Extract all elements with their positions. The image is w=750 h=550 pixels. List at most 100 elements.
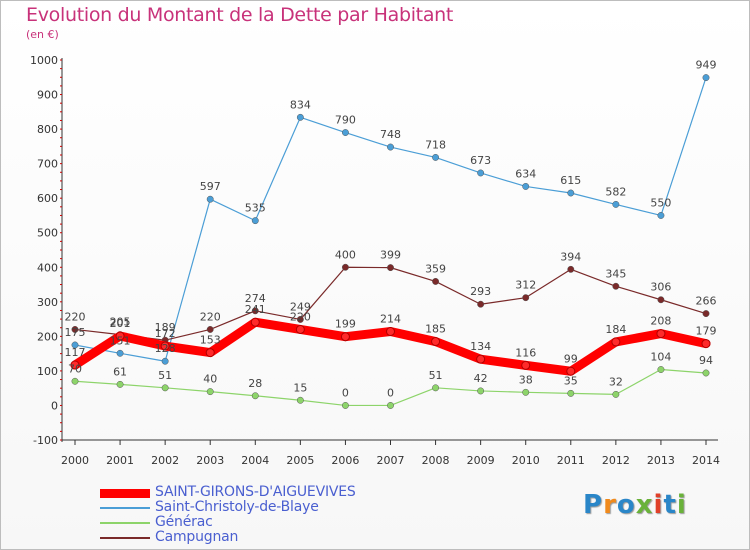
data-label: 597: [200, 180, 221, 193]
data-point: [71, 341, 79, 349]
x-tick-label: 2004: [241, 454, 269, 467]
data-point: [341, 402, 349, 409]
data-label: 179: [696, 325, 717, 338]
x-tick-label: 2002: [151, 454, 179, 467]
data-point: [477, 300, 485, 308]
data-label: 220: [290, 310, 311, 323]
data-point: [70, 360, 80, 370]
y-tick-label: 800: [37, 123, 58, 136]
data-label: 172: [155, 327, 176, 340]
data-point: [341, 129, 349, 136]
data-label: 116: [515, 346, 536, 359]
x-tick-label: 2012: [602, 454, 630, 467]
data-label: 400: [335, 248, 356, 261]
data-point: [477, 169, 485, 177]
data-label: 15: [293, 381, 307, 394]
data-label: 535: [245, 202, 266, 215]
data-label: 274: [245, 292, 266, 305]
data-point: [566, 366, 576, 376]
data-point: [567, 389, 575, 397]
data-label: 51: [158, 369, 172, 382]
x-tick-label: 2006: [331, 454, 359, 467]
legend-swatch: [100, 507, 150, 509]
x-tick-label: 2011: [557, 454, 585, 467]
data-point: [567, 189, 575, 197]
legend-label: Campugnan: [155, 529, 239, 545]
data-point: [612, 282, 620, 290]
data-point: [115, 331, 125, 341]
data-point: [657, 296, 665, 304]
data-label: 306: [650, 281, 671, 294]
y-tick-label: 900: [37, 89, 58, 102]
data-label: 175: [65, 326, 86, 339]
data-point: [161, 384, 169, 392]
data-point: [251, 392, 259, 400]
data-label: 241: [245, 303, 266, 316]
x-tick-label: 2013: [647, 454, 675, 467]
data-point: [477, 387, 485, 395]
data-label: 615: [560, 174, 581, 187]
data-label: 184: [605, 323, 626, 336]
data-label: 0: [342, 386, 349, 399]
data-label: 201: [110, 317, 131, 330]
data-label: 189: [155, 321, 176, 334]
data-point: [387, 402, 394, 409]
legend-swatch: [100, 488, 150, 498]
data-point: [71, 377, 79, 385]
data-point: [522, 182, 530, 190]
data-point: [251, 307, 259, 315]
data-label: 220: [200, 310, 221, 323]
data-label: 266: [696, 295, 717, 308]
y-tick-label: 0: [51, 399, 58, 412]
data-label: 28: [248, 377, 262, 390]
y-tick-label: -100: [33, 434, 58, 447]
data-label: 51: [429, 369, 443, 382]
data-point: [206, 388, 214, 396]
data-point: [295, 324, 305, 334]
data-point: [702, 74, 710, 82]
data-point: [296, 315, 304, 323]
data-label: 153: [200, 334, 221, 347]
data-point: [522, 388, 530, 396]
data-point: [657, 212, 665, 219]
data-point: [250, 317, 260, 327]
y-tick-label: 200: [37, 330, 58, 343]
data-point: [387, 143, 394, 151]
y-tick-label: 300: [37, 296, 58, 309]
chart-unit: (en €): [26, 28, 59, 41]
x-tick-label: 2000: [61, 454, 89, 467]
data-label: 134: [470, 340, 491, 353]
x-tick-label: 2003: [196, 454, 224, 467]
x-tick-label: 2009: [467, 454, 495, 467]
data-label: 38: [519, 373, 533, 386]
y-tick-label: 600: [37, 192, 58, 205]
data-label: 117: [65, 346, 86, 359]
data-label: 220: [65, 310, 86, 323]
data-label: 249: [290, 300, 311, 313]
data-label: 151: [110, 334, 131, 347]
data-label: 32: [609, 375, 623, 388]
data-point: [116, 349, 124, 357]
data-point: [702, 369, 710, 377]
data-point: [476, 354, 486, 364]
y-tick-label: 500: [37, 227, 58, 240]
data-label: 208: [650, 315, 671, 328]
data-label: 949: [696, 59, 717, 72]
data-point: [340, 332, 350, 342]
data-point: [251, 217, 259, 225]
legend-swatch: [100, 537, 150, 539]
data-point: [522, 294, 530, 302]
data-point: [296, 396, 304, 404]
data-point: [296, 113, 304, 121]
proxiti-logo: Proxiti: [583, 490, 687, 520]
legend-label: Saint-Christoly-de-Blaye: [155, 499, 319, 515]
data-label: 205: [110, 316, 131, 329]
data-label: 94: [699, 354, 713, 367]
data-label: 214: [380, 313, 401, 326]
data-point: [205, 348, 215, 358]
data-point: [701, 339, 711, 349]
x-tick-label: 2001: [106, 454, 134, 467]
data-label: 42: [474, 372, 488, 385]
data-point: [656, 329, 666, 339]
